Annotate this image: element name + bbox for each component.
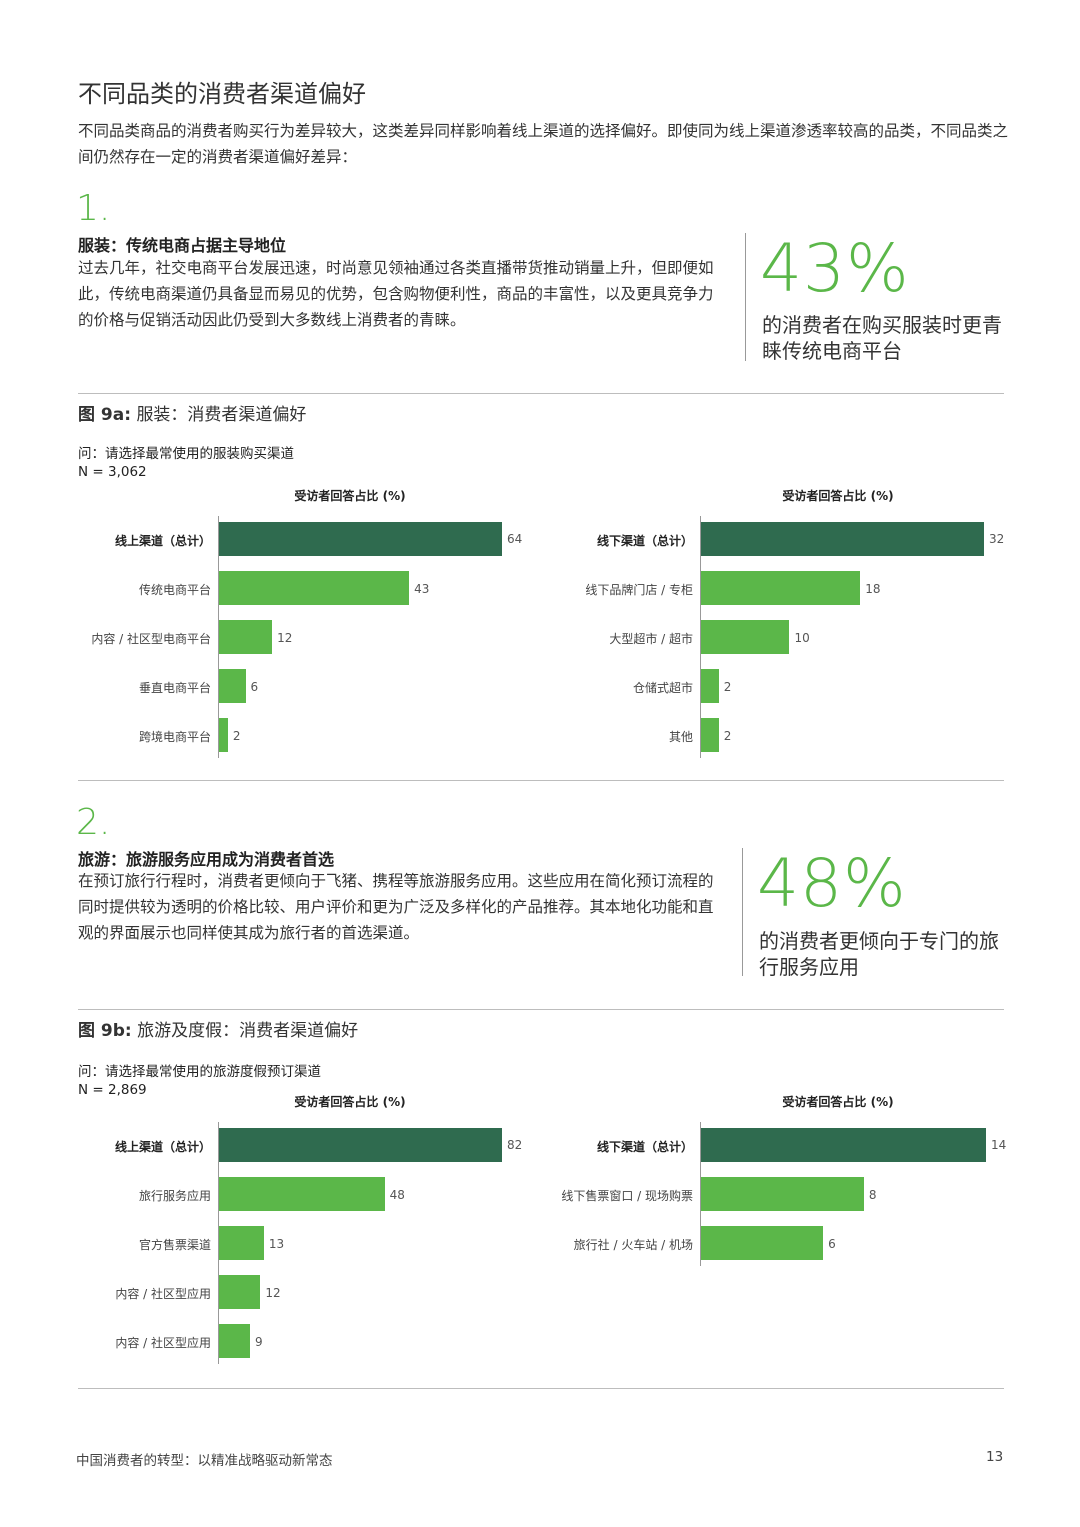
- chart-0-value-label: 6: [250, 680, 259, 694]
- chart-1-bar: [701, 718, 719, 752]
- chart-0-value-label: 64: [507, 532, 523, 546]
- section-2-divider: [742, 848, 743, 976]
- figure-9b-bottom-rule: [78, 1388, 1004, 1389]
- chart-0-category-label: 跨境电商平台: [138, 730, 211, 744]
- figure-9b-top-rule: [78, 1009, 1004, 1010]
- section-1-heading: 服装：传统电商占据主导地位: [78, 236, 287, 255]
- section-2-body: 在预订旅行行程时，消费者更倾向于飞猪、携程等旅游服务应用。这些应用在简化预订流程…: [78, 872, 714, 942]
- chart-3-axis: [700, 1122, 701, 1266]
- chart-2-category-label: 官方售票渠道: [138, 1238, 211, 1252]
- chart-2-value-label: 48: [389, 1188, 405, 1202]
- chart-2-bar: [219, 1128, 502, 1162]
- chart-1-header: 受访者回答占比 (%): [782, 489, 894, 503]
- intro-paragraph: 不同品类商品的消费者购买行为差异较大，这类差异同样影响着线上渠道的选择偏好。即使…: [78, 122, 1009, 166]
- chart-3-value-label: 6: [828, 1237, 836, 1251]
- chart-2-value-label: 9: [255, 1335, 263, 1349]
- chart-0-value-label: 43: [414, 582, 430, 596]
- chart-1-category-label: 仓储式超市: [632, 681, 693, 695]
- section-2-stat-caption: 的消费者更倾向于专门的旅行服务应用: [759, 929, 999, 979]
- figure-9b-label: 图 9b:: [78, 1021, 132, 1041]
- chart-0-category-label: 垂直电商平台: [138, 681, 211, 695]
- chart-1-bar: [701, 620, 790, 654]
- section-2-number: 2.: [76, 802, 111, 843]
- figure-9b-sample-size: N = 2,869: [78, 1082, 147, 1098]
- chart-2-category-label: 线上渠道（总计）: [114, 1140, 211, 1154]
- figure-9a-label: 图 9a:: [78, 405, 132, 425]
- chart-1-category-label: 线下品牌门店 / 专柜: [585, 583, 693, 597]
- chart-1-category-label: 线下渠道（总计）: [596, 534, 693, 548]
- figure-9a-question: 问：请选择最常使用的服装购买渠道: [78, 446, 294, 462]
- chart-1-axis: [700, 516, 701, 758]
- chart-1-value-label: 32: [989, 532, 1005, 546]
- chart-1-category-label: 其他: [668, 730, 693, 744]
- chart-3-category-label: 线下售票窗口 / 现场购票: [561, 1189, 693, 1203]
- section-1-stat-caption: 的消费者在购买服装时更青睐传统电商平台: [762, 313, 1002, 363]
- chart-2-bar: [219, 1226, 264, 1260]
- section-1-divider: [745, 233, 746, 361]
- figure-9a-bottom-rule: [78, 780, 1004, 781]
- section-1-stat: 43%: [760, 230, 910, 307]
- section-1-number: 1.: [76, 188, 111, 229]
- chart-3-bar: [701, 1226, 824, 1260]
- chart-2-header: 受访者回答占比 (%): [294, 1095, 406, 1109]
- chart-0-value-label: 12: [277, 631, 293, 645]
- figure-9b-title: 图 9b: 旅游及度假：消费者渠道偏好: [78, 1016, 358, 1041]
- figure-9a-sample-size: N = 3,062: [78, 464, 147, 480]
- chart-2-value-label: 13: [268, 1237, 285, 1251]
- chart-0-header: 受访者回答占比 (%): [294, 489, 406, 503]
- chart-3-bar: [701, 1128, 986, 1162]
- chart-1-value-label: 2: [723, 729, 732, 743]
- chart-0-bar: [219, 669, 246, 703]
- chart-2-bar: [219, 1324, 251, 1358]
- figure-9a-top-rule: [78, 393, 1004, 394]
- chart-1-bar: [701, 669, 719, 703]
- chart-2-category-label: 内容 / 社区型应用: [115, 1287, 211, 1301]
- figure-9a-title-text: 服装：消费者渠道偏好: [136, 405, 307, 425]
- page-number: 13: [986, 1449, 1004, 1465]
- section-1-body: 过去几年，社交电商平台发展迅速，时尚意见领袖通过各类直播带货推动销量上升，但即便…: [78, 259, 714, 329]
- chart-2-category-label: 内容 / 社区型应用: [115, 1336, 211, 1350]
- page-title: 不同品类的消费者渠道偏好: [78, 80, 366, 108]
- footer-text: 中国消费者的转型：以精准战略驱动新常态: [76, 1453, 333, 1469]
- chart-3-value-label: 8: [868, 1188, 877, 1202]
- chart-3-header: 受访者回答占比 (%): [782, 1095, 894, 1109]
- chart-0-bar: [219, 620, 273, 654]
- chart-2-bar: [219, 1177, 385, 1211]
- chart-0-bar: [219, 522, 502, 556]
- chart-3-category-label: 旅行社 / 火车站 / 机场: [573, 1238, 693, 1252]
- chart-3-bar: [701, 1177, 864, 1211]
- figure-9a-title: 图 9a: 服装：消费者渠道偏好: [78, 400, 306, 425]
- chart-1-bar: [701, 522, 984, 556]
- chart-1-value-label: 18: [865, 582, 881, 596]
- chart-1-value-label: 2: [723, 680, 732, 694]
- chart-0-value-label: 2: [232, 729, 241, 743]
- chart-1-value-label: 10: [794, 631, 810, 645]
- chart-0-axis: [218, 516, 219, 758]
- chart-3-category-label: 线下渠道（总计）: [596, 1140, 693, 1154]
- chart-2-value-label: 12: [265, 1286, 281, 1300]
- chart-0-category-label: 传统电商平台: [138, 583, 211, 597]
- chart-2-value-label: 82: [507, 1138, 523, 1152]
- figure-9b-title-text: 旅游及度假：消费者渠道偏好: [137, 1021, 359, 1041]
- chart-0-category-label: 线上渠道（总计）: [114, 534, 211, 548]
- chart-0-category-label: 内容 / 社区型电商平台: [91, 632, 211, 646]
- section-2-stat: 48%: [757, 845, 907, 922]
- chart-2-axis: [218, 1122, 219, 1364]
- chart-0-bar: [219, 718, 228, 752]
- chart-2-category-label: 旅行服务应用: [138, 1189, 211, 1203]
- figure-9b-question: 问：请选择最常使用的旅游度假预订渠道: [78, 1064, 321, 1080]
- section-2-heading: 旅游：旅游服务应用成为消费者首选: [78, 850, 335, 869]
- chart-3-value-label: 14: [991, 1138, 1007, 1152]
- chart-1-category-label: 大型超市 / 超市: [609, 632, 693, 646]
- chart-1-bar: [701, 571, 861, 605]
- chart-0-bar: [219, 571, 410, 605]
- chart-2-bar: [219, 1275, 261, 1309]
